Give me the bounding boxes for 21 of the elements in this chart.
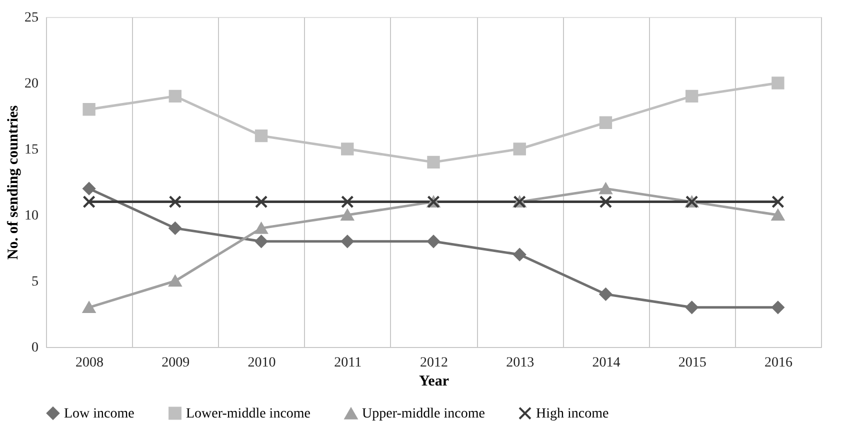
x-tick-label: 2009 [162, 356, 190, 370]
y-tick-label: 5 [32, 274, 38, 290]
legend-label: Upper-middle income [362, 406, 485, 422]
y-tick-label: 10 [24, 208, 38, 224]
x-tick-label: 2016 [764, 356, 792, 370]
y-axis-title: No. of sending countries [6, 105, 22, 260]
y-tick-label: 20 [24, 76, 38, 92]
legend-label: Lower-middle income [186, 406, 311, 422]
legend-label: Low income [64, 406, 134, 422]
x-tick-label: 2014 [592, 356, 620, 370]
x-tick-label: 2010 [248, 356, 276, 370]
x-tick-label: 2012 [420, 356, 448, 370]
x-tick-label: 2013 [506, 356, 534, 370]
x-tick-label: 2015 [678, 356, 706, 370]
x-tick-label: 2008 [76, 356, 104, 370]
x-tick-label: 2011 [334, 356, 362, 370]
y-tick-label: 15 [24, 142, 38, 158]
y-tick-label: 25 [24, 10, 38, 26]
legend-label: High income [536, 406, 609, 422]
y-tick-label: 0 [32, 340, 38, 356]
x-axis-title: Year [419, 374, 450, 390]
